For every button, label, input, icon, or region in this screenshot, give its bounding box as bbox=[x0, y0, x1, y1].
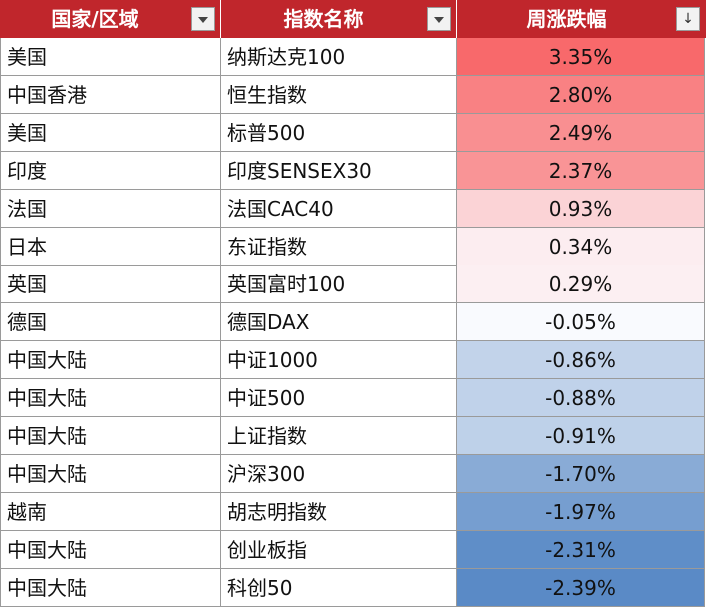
region-cell[interactable]: 德国 bbox=[0, 303, 221, 342]
table-row: 日本 东证指数 0.34% bbox=[0, 227, 706, 266]
weekly-change-cell[interactable]: 3.35% bbox=[457, 38, 705, 76]
index-name-filter-button[interactable] bbox=[427, 7, 451, 31]
table-row: 中国大陆 科创50 -2.39% bbox=[0, 568, 706, 607]
weekly-change-cell[interactable]: -2.31% bbox=[457, 530, 705, 569]
region-cell[interactable]: 日本 bbox=[0, 227, 221, 266]
region-filter-button[interactable] bbox=[191, 7, 215, 31]
weekly-change-cell[interactable]: -0.91% bbox=[457, 417, 705, 455]
header-weekly-change[interactable]: 周涨跌幅 ↓ bbox=[457, 0, 706, 38]
table-row: 美国 标普500 2.49% bbox=[0, 113, 706, 152]
header-index-name-label: 指数名称 bbox=[283, 7, 364, 31]
index-name-cell[interactable]: 恒生指数 bbox=[221, 75, 457, 114]
weekly-change-cell[interactable]: 0.93% bbox=[457, 189, 705, 228]
header-region-label: 国家/区域 bbox=[51, 7, 139, 31]
index-name-cell[interactable]: 中证500 bbox=[221, 379, 457, 418]
chevron-down-icon bbox=[198, 17, 208, 23]
region-cell[interactable]: 美国 bbox=[0, 113, 221, 152]
table-row: 德国 德国DAX -0.05% bbox=[0, 303, 706, 342]
weekly-change-cell[interactable]: 2.49% bbox=[457, 113, 705, 152]
table-row: 美国 纳斯达克100 3.35% bbox=[0, 38, 706, 76]
index-name-cell[interactable]: 创业板指 bbox=[221, 530, 457, 569]
header-region[interactable]: 国家/区域 bbox=[0, 0, 221, 38]
region-cell[interactable]: 中国大陆 bbox=[0, 341, 221, 380]
index-name-cell[interactable]: 英国富时100 bbox=[221, 265, 457, 304]
weekly-change-sort-button[interactable]: ↓ bbox=[676, 7, 700, 31]
weekly-change-cell[interactable]: -1.70% bbox=[457, 454, 705, 493]
region-cell[interactable]: 中国大陆 bbox=[0, 379, 221, 418]
region-cell[interactable]: 中国大陆 bbox=[0, 417, 221, 455]
header-index-name[interactable]: 指数名称 bbox=[221, 0, 457, 38]
header-weekly-change-label: 周涨跌幅 bbox=[526, 7, 607, 31]
chevron-down-icon bbox=[434, 17, 444, 23]
index-name-cell[interactable]: 印度SENSEX30 bbox=[221, 151, 457, 190]
weekly-change-cell[interactable]: -0.88% bbox=[457, 379, 705, 418]
table-row: 中国大陆 中证1000 -0.86% bbox=[0, 341, 706, 380]
table-row: 越南 胡志明指数 -1.97% bbox=[0, 492, 706, 531]
weekly-change-cell[interactable]: -0.05% bbox=[457, 303, 705, 342]
table-row: 中国香港 恒生指数 2.80% bbox=[0, 75, 706, 114]
table-row: 英国 英国富时100 0.29% bbox=[0, 265, 706, 304]
index-name-cell[interactable]: 法国CAC40 bbox=[221, 189, 457, 228]
sort-descending-icon: ↓ bbox=[682, 11, 694, 27]
index-name-cell[interactable]: 沪深300 bbox=[221, 454, 457, 493]
index-name-cell[interactable]: 上证指数 bbox=[221, 417, 457, 455]
region-cell[interactable]: 中国大陆 bbox=[0, 454, 221, 493]
index-name-cell[interactable]: 东证指数 bbox=[221, 227, 457, 266]
weekly-change-cell[interactable]: 2.80% bbox=[457, 75, 705, 114]
table-row: 中国大陆 创业板指 -2.31% bbox=[0, 530, 706, 569]
index-name-cell[interactable]: 胡志明指数 bbox=[221, 492, 457, 531]
table-row: 中国大陆 上证指数 -0.91% bbox=[0, 417, 706, 455]
index-name-cell[interactable]: 中证1000 bbox=[221, 341, 457, 380]
index-name-cell[interactable]: 科创50 bbox=[221, 568, 457, 607]
table-row: 中国大陆 中证500 -0.88% bbox=[0, 379, 706, 418]
region-cell[interactable]: 印度 bbox=[0, 151, 221, 190]
region-cell[interactable]: 中国大陆 bbox=[0, 568, 221, 607]
weekly-change-cell[interactable]: 0.34% bbox=[457, 227, 705, 266]
table-row: 印度 印度SENSEX30 2.37% bbox=[0, 151, 706, 190]
region-cell[interactable]: 英国 bbox=[0, 265, 221, 304]
table-row: 中国大陆 沪深300 -1.70% bbox=[0, 454, 706, 493]
weekly-change-cell[interactable]: 0.29% bbox=[457, 265, 705, 304]
weekly-change-cell[interactable]: -0.86% bbox=[457, 341, 705, 380]
weekly-change-cell[interactable]: 2.37% bbox=[457, 151, 705, 190]
weekly-change-cell[interactable]: -1.97% bbox=[457, 492, 705, 531]
region-cell[interactable]: 越南 bbox=[0, 492, 221, 531]
table-row: 法国 法国CAC40 0.93% bbox=[0, 189, 706, 228]
table-header: 国家/区域 指数名称 周涨跌幅 ↓ bbox=[0, 0, 706, 38]
region-cell[interactable]: 中国大陆 bbox=[0, 530, 221, 569]
region-cell[interactable]: 美国 bbox=[0, 38, 221, 76]
weekly-change-cell[interactable]: -2.39% bbox=[457, 568, 705, 607]
region-cell[interactable]: 中国香港 bbox=[0, 75, 221, 114]
index-name-cell[interactable]: 纳斯达克100 bbox=[221, 38, 457, 76]
region-cell[interactable]: 法国 bbox=[0, 189, 221, 228]
index-name-cell[interactable]: 德国DAX bbox=[221, 303, 457, 342]
index-name-cell[interactable]: 标普500 bbox=[221, 113, 457, 152]
